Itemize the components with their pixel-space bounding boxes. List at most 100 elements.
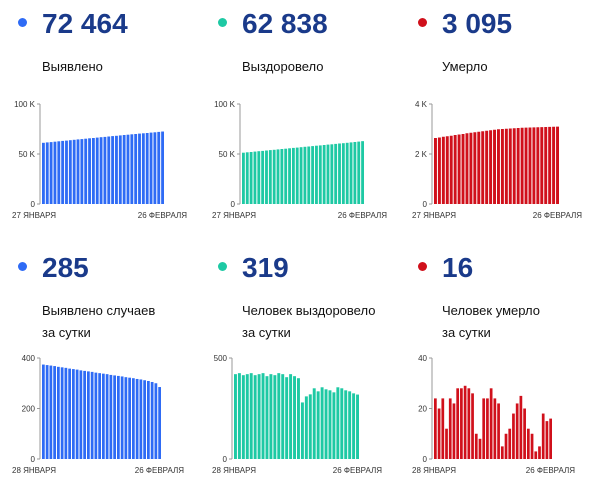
x-tick-label-end: 26 ФЕВРАЛЯ bbox=[138, 211, 187, 220]
stat-header: 3 095 bbox=[410, 6, 600, 42]
y-tick-label: 100 K bbox=[214, 100, 236, 109]
bar-chart: 0 200 400 28 ЯНВАРЯ 26 ФЕВРАЛЯ bbox=[12, 354, 184, 475]
bar bbox=[242, 152, 245, 204]
bar-chart: 0 20 40 28 ЯНВАРЯ 26 ФЕВРАЛЯ bbox=[412, 354, 575, 475]
bar bbox=[49, 365, 53, 459]
stat-label: Выявлено bbox=[42, 56, 202, 78]
bar bbox=[111, 136, 115, 204]
bar bbox=[526, 428, 530, 459]
bar bbox=[320, 387, 324, 459]
bar bbox=[289, 374, 293, 459]
bar bbox=[257, 151, 261, 204]
bar bbox=[276, 149, 280, 204]
bar bbox=[332, 392, 336, 459]
bar bbox=[91, 138, 95, 204]
bar bbox=[95, 137, 99, 204]
bar bbox=[344, 390, 348, 459]
bar bbox=[49, 142, 53, 204]
bar bbox=[64, 367, 68, 459]
bar bbox=[353, 142, 357, 204]
bar bbox=[84, 138, 88, 204]
bullet-dot-icon bbox=[218, 262, 227, 271]
x-tick-label-start: 27 ЯНВАРЯ bbox=[212, 211, 256, 220]
bar bbox=[434, 138, 437, 204]
bar bbox=[88, 138, 91, 204]
bar bbox=[261, 150, 265, 204]
bar bbox=[515, 403, 519, 459]
y-tick-label: 0 bbox=[423, 200, 428, 209]
bar bbox=[245, 374, 249, 459]
bar bbox=[253, 151, 257, 204]
bar bbox=[341, 143, 345, 204]
bar bbox=[528, 127, 532, 204]
bar bbox=[130, 134, 134, 204]
bar bbox=[469, 132, 473, 204]
bar bbox=[117, 375, 120, 459]
bar bbox=[315, 145, 318, 204]
bar bbox=[68, 368, 71, 459]
bar bbox=[456, 388, 460, 459]
bar-chart: 0 2 K 4 K 27 ЯНВАРЯ 26 ФЕВРАЛЯ bbox=[412, 100, 582, 220]
bar bbox=[109, 374, 113, 459]
stat-label-line: Человек умерло bbox=[442, 303, 540, 318]
x-tick-label-start: 28 ЯНВАРЯ bbox=[12, 466, 56, 475]
bar bbox=[42, 364, 45, 459]
bar bbox=[122, 135, 126, 204]
y-tick-label: 2 K bbox=[415, 150, 428, 159]
bar bbox=[76, 139, 80, 204]
bar bbox=[83, 370, 86, 459]
bullet-dot-icon bbox=[218, 18, 227, 27]
stat-panel: 3 095 Умерло 0 2 K 4 K 27 ЯНВАРЯ 26 ФЕВРАЛЯ bbox=[410, 6, 600, 246]
bar bbox=[61, 140, 65, 204]
bar bbox=[473, 132, 477, 204]
bar bbox=[524, 127, 528, 205]
bar bbox=[120, 376, 124, 459]
bar bbox=[534, 451, 538, 459]
y-tick-label: 400 bbox=[22, 354, 36, 363]
bar bbox=[318, 145, 322, 204]
bar bbox=[118, 135, 122, 204]
bar bbox=[336, 387, 340, 459]
bar bbox=[541, 413, 545, 459]
stat-label-line: за сутки bbox=[442, 325, 491, 340]
bar bbox=[532, 127, 536, 205]
bar bbox=[500, 129, 504, 204]
bar bbox=[280, 149, 284, 204]
bar bbox=[145, 133, 149, 204]
bar bbox=[272, 149, 276, 204]
bullet-dot-icon bbox=[18, 262, 27, 271]
stat-label: Человек выздоровело за сутки bbox=[242, 300, 402, 344]
bar bbox=[449, 135, 453, 204]
bar bbox=[113, 375, 116, 459]
bar bbox=[268, 150, 272, 204]
y-tick-label: 0 bbox=[223, 455, 228, 464]
bar bbox=[477, 131, 481, 204]
bar bbox=[538, 446, 541, 460]
bar bbox=[57, 141, 61, 204]
x-tick-label-end: 26 ФЕВРАЛЯ bbox=[135, 466, 184, 475]
bar bbox=[463, 385, 467, 459]
bar bbox=[481, 131, 485, 204]
x-tick-label-start: 27 ЯНВАРЯ bbox=[12, 211, 56, 220]
bar bbox=[42, 142, 45, 204]
y-tick-label: 0 bbox=[31, 455, 36, 464]
bar bbox=[72, 369, 75, 459]
bar bbox=[157, 131, 161, 204]
bar bbox=[478, 438, 482, 459]
bar bbox=[75, 369, 79, 459]
bar bbox=[545, 421, 549, 460]
bar bbox=[324, 389, 328, 459]
bullet-dot-icon bbox=[418, 262, 427, 271]
bar bbox=[281, 374, 285, 459]
bar bbox=[68, 140, 72, 204]
bar bbox=[249, 152, 253, 204]
bar bbox=[57, 366, 60, 459]
stat-label-line: за сутки bbox=[42, 325, 91, 340]
bar bbox=[452, 403, 456, 459]
bar bbox=[143, 380, 146, 459]
bullet-dot-icon bbox=[418, 18, 427, 27]
bar bbox=[265, 376, 269, 459]
bar bbox=[150, 381, 154, 459]
bar bbox=[361, 141, 364, 204]
bar bbox=[105, 374, 109, 459]
